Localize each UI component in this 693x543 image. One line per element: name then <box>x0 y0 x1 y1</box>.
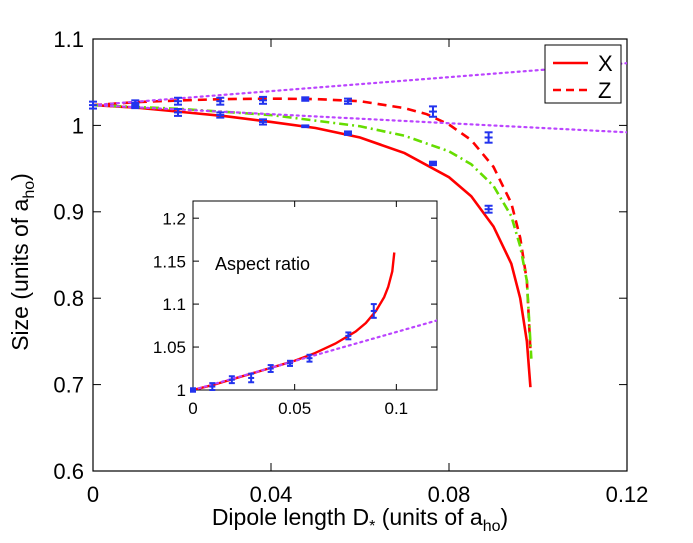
inset-xtick-label: 0.05 <box>278 399 311 418</box>
inset-error-point <box>286 359 293 367</box>
inset-ytick-label: 1.2 <box>162 209 186 228</box>
inset-plot-frame <box>192 200 438 391</box>
main-ytick-label: 0.9 <box>53 200 84 225</box>
inset-error-point <box>209 382 216 391</box>
main-plot-area <box>93 62 627 388</box>
legend-label-z: Z <box>598 78 611 103</box>
main-error-point <box>428 160 437 167</box>
main-error-point <box>89 100 97 110</box>
main-error-point <box>216 96 225 106</box>
main-error-point <box>484 204 493 214</box>
inset-error-point <box>267 364 274 373</box>
main-error-point <box>343 97 352 105</box>
inset-ytick-label: 1.1 <box>162 295 186 314</box>
inset-error-point <box>248 372 255 384</box>
inset-plot: 0 0.05 0.1 1 1.05 1.1 1.15 1.2 Aspect ratio <box>153 200 438 418</box>
main-xtick-label: 0.04 <box>250 482 293 507</box>
inset-series-dotted-line <box>193 319 437 390</box>
inset-annotation: Aspect ratio <box>215 254 310 274</box>
y-axis-label: Size (units of aho) <box>7 173 38 351</box>
main-ytick-label: 0.6 <box>53 459 84 484</box>
legend: XZ <box>544 44 622 104</box>
main-error-point <box>343 130 352 136</box>
main-error-point <box>258 95 267 105</box>
inset-ytick-label: 1.05 <box>153 338 186 357</box>
main-series-dotted-line <box>93 62 627 107</box>
main-series-dotted-line <box>93 104 627 134</box>
main-series-dashdot-line <box>93 103 533 359</box>
legend-label-x: X <box>598 51 613 76</box>
inset-error-point <box>345 331 352 341</box>
inset-plot-area <box>193 252 437 390</box>
main-plot: 0 0.04 0.08 0.12 0.6 0.7 0.8 0.9 1 1.1 Dipole leng… <box>7 27 648 535</box>
inset-error-point <box>370 303 377 319</box>
main-series-z-line <box>93 97 532 351</box>
inset-error-point <box>228 375 235 385</box>
inset-ytick-label: 1.15 <box>153 252 186 271</box>
inset-xtick-label: 0.1 <box>385 399 409 418</box>
main-xtick-label: 0.12 <box>606 482 649 507</box>
main-error-point <box>484 131 493 144</box>
main-error-point <box>301 96 310 102</box>
main-error-point <box>301 124 310 129</box>
inset-ytick-label: 1 <box>177 381 186 400</box>
main-error-point <box>173 96 182 106</box>
main-xtick-label: 0.08 <box>428 482 471 507</box>
inset-xtick-label: 0 <box>188 399 197 418</box>
main-error-point <box>258 118 267 126</box>
main-ytick-label: 1 <box>72 113 84 138</box>
x-axis-label: Dipole length D* (units of aho) <box>212 504 508 535</box>
inset-error-point <box>190 387 196 393</box>
main-error-point <box>216 111 225 119</box>
main-ytick-label: 0.8 <box>53 286 84 311</box>
legend-box <box>544 44 622 104</box>
main-xtick-label: 0 <box>87 482 99 507</box>
main-ytick-label: 1.1 <box>53 27 84 52</box>
main-series-x-line <box>93 103 532 388</box>
inset-error-point <box>306 353 313 363</box>
main-ytick-label: 0.7 <box>53 373 84 398</box>
main-error-point <box>131 101 140 110</box>
main-error-point <box>173 107 182 117</box>
main-error-point <box>428 105 437 118</box>
